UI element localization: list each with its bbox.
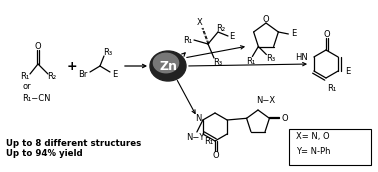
Text: R₃: R₃ — [214, 57, 223, 67]
FancyBboxPatch shape — [289, 129, 371, 165]
Text: +: + — [67, 60, 77, 73]
Text: O: O — [213, 150, 219, 159]
Text: Zn: Zn — [159, 60, 177, 73]
Text: O: O — [263, 14, 269, 24]
Text: Up to 94% yield: Up to 94% yield — [6, 149, 83, 159]
Text: R₂: R₂ — [217, 24, 226, 33]
Text: Br: Br — [78, 69, 88, 78]
Text: O: O — [324, 30, 330, 39]
Text: R₃: R₃ — [104, 47, 113, 56]
Text: N: N — [195, 114, 201, 122]
Text: R₁−CN: R₁−CN — [22, 94, 51, 103]
Text: R₁: R₁ — [20, 72, 29, 80]
Text: R₃: R₃ — [266, 54, 275, 63]
Text: R₁: R₁ — [246, 57, 255, 66]
Text: E: E — [229, 31, 235, 40]
Text: R₁: R₁ — [204, 137, 214, 147]
Text: R₁: R₁ — [183, 35, 193, 45]
Text: N−Y: N−Y — [186, 133, 204, 142]
Ellipse shape — [153, 53, 178, 73]
Text: Y= N-Ph: Y= N-Ph — [296, 148, 330, 157]
Text: X: X — [197, 18, 203, 26]
Text: R₂: R₂ — [47, 72, 57, 80]
Text: E: E — [291, 29, 296, 39]
Text: O: O — [35, 41, 41, 51]
Ellipse shape — [150, 51, 186, 81]
Text: HN: HN — [296, 52, 308, 62]
Text: R₁: R₁ — [327, 83, 337, 93]
Text: Up to 8 different structures: Up to 8 different structures — [6, 139, 141, 148]
Text: X= N, O: X= N, O — [296, 132, 330, 141]
Text: N−X: N−X — [256, 95, 276, 105]
Text: or: or — [22, 82, 31, 90]
Text: O: O — [281, 114, 288, 123]
Text: E: E — [112, 69, 118, 78]
Text: E: E — [345, 67, 351, 76]
